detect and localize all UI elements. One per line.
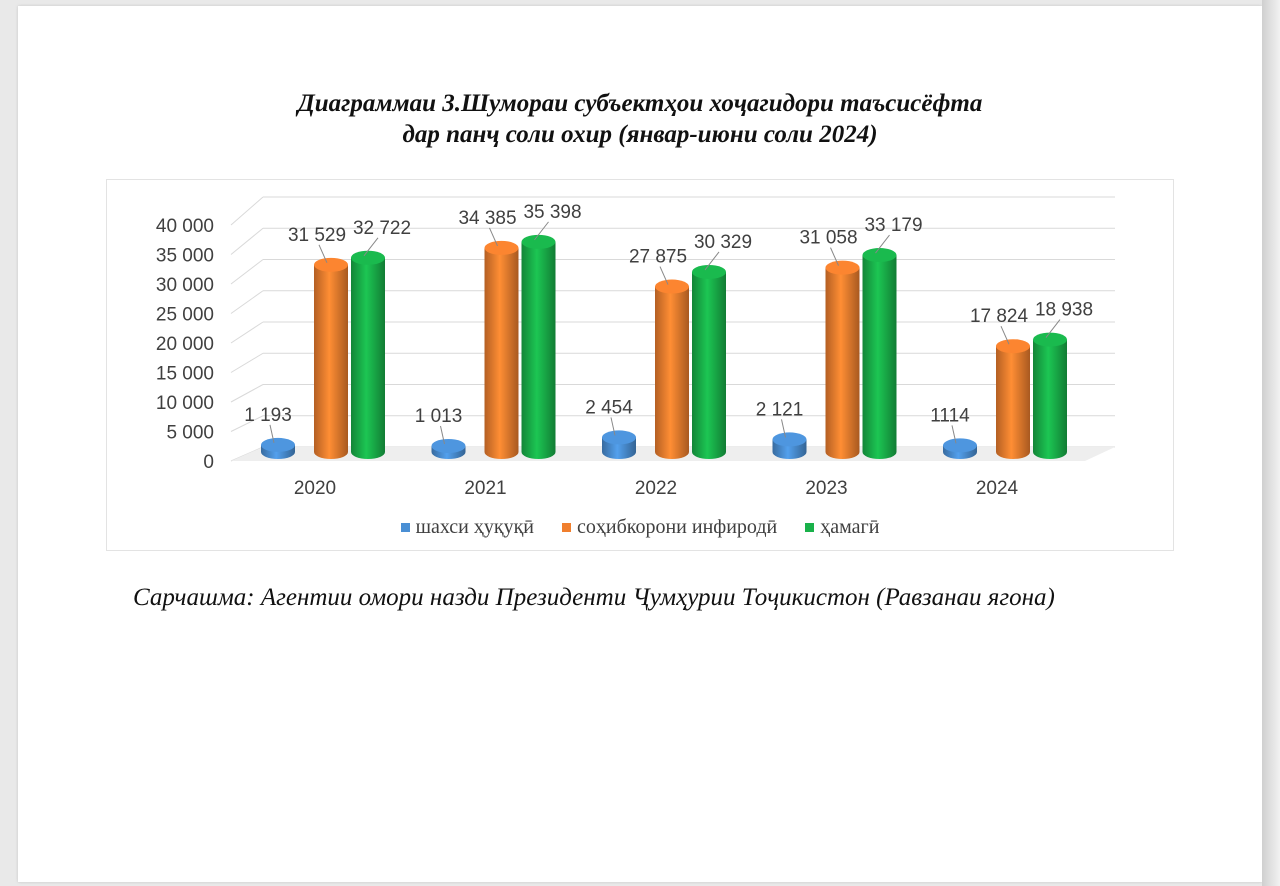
bar-2022-series-1 (655, 286, 689, 459)
y-tick-label: 25 000 (156, 305, 214, 326)
data-label-leader (704, 251, 720, 271)
data-label: 31 529 (288, 225, 346, 246)
legend-swatch-green (805, 523, 815, 532)
bar-top-2021-series-0 (431, 438, 466, 453)
data-label-leader (781, 419, 786, 438)
bar-top-2022-series-0 (602, 430, 636, 445)
data-label-leader (269, 424, 275, 444)
data-label-leader (534, 221, 549, 241)
bar-top-2020-series-2 (351, 250, 385, 265)
bar-top-2023-series-1 (825, 260, 860, 275)
gridline-diagonal (230, 321, 264, 344)
data-label: 1114 (930, 405, 970, 426)
chart-caption: Диаграммаи 3.Шумораи субъектҳои хоҷагидо… (0, 88, 1280, 150)
y-tick-label: 20 000 (156, 334, 214, 355)
data-label-leader (951, 425, 957, 444)
bar-top-2022-series-2 (692, 264, 726, 279)
gridline-diagonal (230, 352, 264, 373)
bar-2020-series-1 (314, 264, 348, 459)
bar-top-2021-series-1 (484, 240, 519, 255)
gridline-diagonal (230, 259, 264, 285)
bar-2020-series-2 (351, 257, 385, 459)
data-label: 34 385 (458, 208, 516, 229)
gridline-diagonal (230, 384, 264, 403)
y-tick-label: 5 000 (166, 423, 214, 444)
legend-label: шахси ҳуқуқӣ (415, 516, 534, 538)
chart-legend: шахси ҳуқуқӣ соҳибкорони инфиродӣ ҳамагӣ (0, 516, 1280, 539)
x-tick-label: 2020 (294, 478, 336, 499)
data-label: 18 938 (1035, 300, 1093, 321)
x-tick-label: 2021 (464, 478, 506, 499)
y-tick-label: 10 000 (156, 393, 214, 414)
bar-2023-series-2 (862, 255, 897, 460)
bar-top-2022-series-1 (655, 279, 689, 294)
legend-label: соҳибкорони инфиродӣ (577, 516, 778, 538)
data-label: 1 013 (415, 406, 463, 427)
bar-top-2024-series-0 (943, 438, 977, 453)
data-label-leader (610, 417, 616, 436)
bar-2024-series-2 (1033, 339, 1067, 459)
gridline-diagonal (230, 415, 264, 432)
y-tick-label: 40 000 (156, 216, 214, 237)
data-label-leader (1000, 325, 1010, 345)
legend-label: ҳамагӣ (820, 516, 880, 538)
caption-line-1: Диаграммаи 3.Шумораи субъектҳои хоҷагидо… (297, 90, 983, 117)
data-label: 32 722 (353, 218, 411, 239)
data-label-leader (440, 425, 445, 445)
data-label: 30 329 (694, 232, 752, 253)
y-tick-label: 30 000 (156, 275, 214, 296)
data-label-leader (659, 266, 669, 285)
bar-2024-series-1 (996, 346, 1030, 459)
data-label-leader (363, 237, 379, 257)
data-label-leader (1045, 319, 1061, 338)
data-label: 2 454 (585, 397, 633, 418)
x-tick-label: 2022 (635, 478, 677, 499)
data-label-leader (875, 234, 890, 254)
bar-2021-series-1 (484, 247, 519, 460)
bar-top-2024-series-1 (996, 339, 1030, 354)
y-tick-label: 35 000 (156, 246, 214, 267)
data-label-leader (318, 244, 328, 264)
caption-line-2: дар панҷ соли охир (январ-июни соли 2024… (402, 121, 878, 148)
bar-top-2020-series-0 (261, 437, 295, 452)
source-note: Сарчашма: Агентии омори назди Президенти… (133, 584, 1055, 611)
bar-2023-series-1 (825, 267, 860, 460)
data-label: 33 179 (864, 215, 922, 236)
data-label: 31 058 (799, 228, 857, 249)
x-tick-label: 2023 (805, 478, 847, 499)
legend-swatch-orange (562, 523, 571, 532)
gridline-diagonal (230, 196, 264, 226)
data-label-leader (489, 227, 498, 247)
legend-item-entrepreneurs: соҳибкорони инфиродӣ (562, 516, 777, 539)
x-tick-label: 2024 (976, 478, 1019, 499)
legend-swatch-blue (400, 523, 410, 532)
data-label-leader (830, 247, 839, 266)
data-label: 1 193 (244, 405, 292, 426)
bar-2021-series-2 (521, 241, 556, 460)
bar-top-2021-series-2 (521, 234, 556, 249)
data-label: 17 824 (970, 306, 1029, 327)
gridline-diagonal (230, 290, 264, 314)
bar-top-2023-series-2 (862, 248, 897, 263)
bar-top-2023-series-0 (772, 432, 807, 447)
bar-2022-series-2 (692, 271, 726, 459)
y-tick-label: 15 000 (156, 364, 214, 385)
bar-top-2020-series-1 (314, 257, 348, 272)
gridline-diagonal (230, 227, 264, 255)
data-label: 27 875 (629, 247, 687, 268)
legend-item-total: ҳамагӣ (805, 516, 879, 539)
page-edge-shadow (1262, 0, 1280, 886)
y-tick-label: 0 (203, 452, 214, 473)
data-label: 35 398 (523, 202, 581, 223)
legend-item-legal-entities: шахси ҳуқуқӣ (400, 516, 534, 539)
bar-top-2024-series-2 (1033, 332, 1067, 347)
data-label: 2 121 (756, 399, 804, 420)
